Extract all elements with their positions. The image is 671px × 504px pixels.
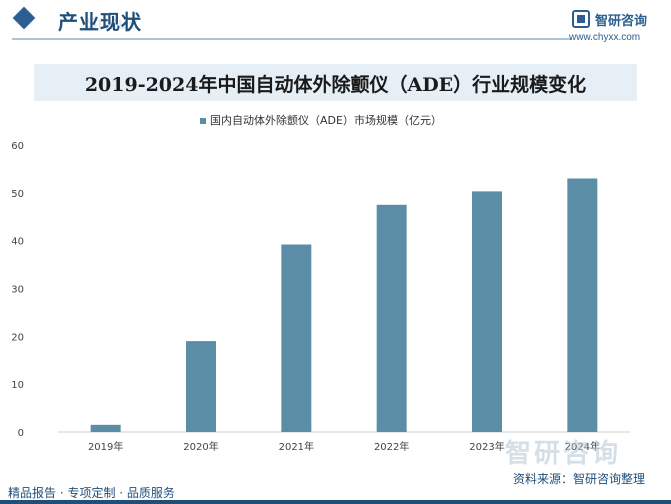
bar-2024年 [567, 178, 598, 432]
chart-legend: 国内自动体外除颤仪（ADE）市场规模（亿元） [200, 112, 442, 128]
page-title: 产业现状 [58, 10, 142, 34]
source-note: 资料来源：智研咨询整理 [513, 472, 646, 486]
x-tick-label: 2020年 [183, 440, 218, 453]
y-tick-label: 30 [11, 285, 24, 296]
x-tick-label: 2023年 [469, 440, 504, 453]
x-tick-label: 2019年 [88, 440, 123, 453]
bar-2021年 [281, 244, 312, 432]
chart-title: 2019-2024年中国自动体外除颤仪（ADE）行业规模变化 [84, 74, 587, 96]
y-tick-label: 0 [18, 428, 24, 439]
brand-name: 智研咨询 [595, 14, 648, 29]
bar-2019年 [90, 424, 121, 432]
x-tick-label: 2021年 [279, 440, 314, 453]
x-tick-label: 2022年 [374, 440, 409, 453]
y-tick-label: 20 [11, 332, 24, 343]
legend-label: 国内自动体外除颤仪（ADE）市场规模（亿元） [210, 114, 442, 127]
footer-slogan: 精品报告 · 专项定制 · 品质服务 [8, 486, 175, 500]
bar-2020年 [186, 341, 216, 432]
bar-2022年 [376, 204, 407, 432]
chart-title-band [34, 64, 637, 101]
y-tick-label: 60 [11, 141, 24, 152]
header-divider [12, 38, 572, 40]
x-tick-label: 2024年 [565, 440, 600, 453]
y-tick-label: 10 [11, 380, 24, 391]
bar-2023年 [472, 191, 502, 432]
brand-url: www.chyxx.com [569, 32, 641, 43]
y-tick-label: 50 [11, 189, 24, 200]
header-background-text: Status [86, 14, 138, 33]
y-tick-label: 40 [11, 237, 24, 248]
brand-logo-icon [572, 10, 590, 28]
watermark-logo-text: 智研咨询 [505, 439, 622, 469]
legend-swatch [200, 118, 206, 124]
footer-bar [0, 500, 671, 504]
